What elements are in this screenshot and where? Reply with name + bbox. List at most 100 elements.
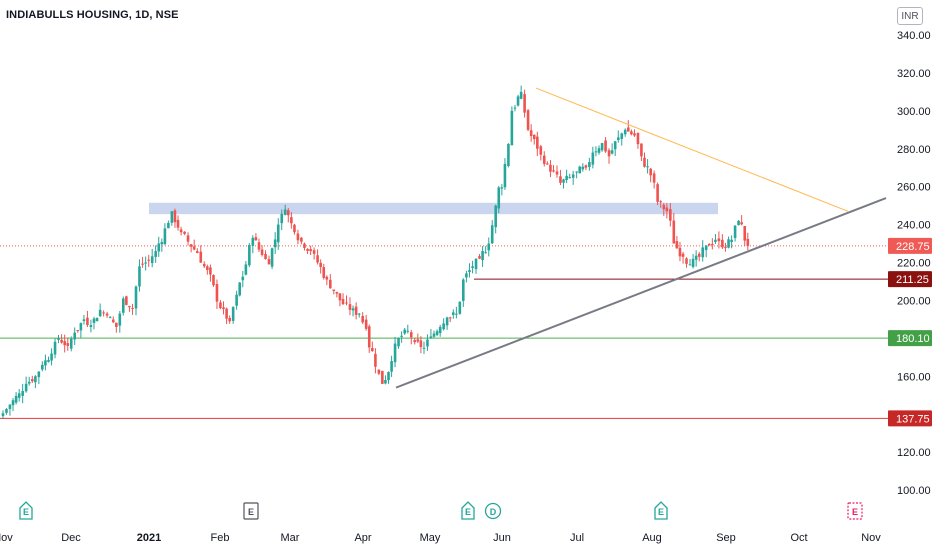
candle-body <box>510 110 514 146</box>
candle-body <box>646 166 649 168</box>
candle-body <box>273 239 277 248</box>
candle-body <box>711 243 714 245</box>
x-tick-label: Dec <box>61 532 81 544</box>
candle-body <box>141 263 144 265</box>
candle-body <box>432 333 436 337</box>
candle-body <box>669 209 672 221</box>
candle-body <box>565 175 568 180</box>
x-tick-label: Nov <box>861 532 881 544</box>
candle-body <box>329 279 332 289</box>
candle-body <box>403 329 407 334</box>
candle-body <box>435 331 439 335</box>
earnings-icon <box>654 501 668 520</box>
price-axis[interactable]: 100.00120.00140.00160.00180.00200.00220.… <box>897 30 931 497</box>
candle-body <box>519 91 523 99</box>
candle-body <box>539 146 543 155</box>
candle-body <box>591 152 595 165</box>
candle-body <box>730 239 733 243</box>
candle-body <box>536 136 539 149</box>
candle-body <box>66 343 70 346</box>
candle-body <box>86 317 89 326</box>
candle-body <box>312 250 316 254</box>
candle-body <box>746 238 750 246</box>
candle-body <box>377 369 381 374</box>
candle-body <box>438 326 442 334</box>
candle-body <box>1 413 5 417</box>
currency-button[interactable]: INR <box>897 7 923 25</box>
candle-body <box>37 371 41 378</box>
candle-body <box>497 187 501 209</box>
event-marker-e: E <box>461 501 475 520</box>
candle-body <box>374 353 377 367</box>
candle-body <box>105 313 109 316</box>
candle-body <box>95 317 99 322</box>
candle-body <box>455 313 458 315</box>
candle-body <box>276 224 280 243</box>
candle-body <box>633 133 636 136</box>
candle-body <box>584 165 588 168</box>
candle-body <box>186 235 190 242</box>
y-tick-label: 340.00 <box>897 30 931 42</box>
candle-body <box>183 231 186 234</box>
candle-body <box>138 266 141 287</box>
candle-body <box>640 143 643 157</box>
zone-rect <box>149 202 718 215</box>
candle-body <box>150 256 154 264</box>
candle-body <box>701 247 705 258</box>
x-tick-label: Jul <box>570 532 584 544</box>
candle-body <box>588 162 591 168</box>
candle-body <box>89 325 93 328</box>
candle-body <box>121 298 125 313</box>
candle-body <box>559 176 562 183</box>
candle-body <box>108 317 112 319</box>
candle-body <box>348 304 352 310</box>
candle-body <box>24 383 28 392</box>
candle-body <box>228 318 231 322</box>
candle-body <box>578 166 582 174</box>
candle-body <box>620 133 624 139</box>
candle-body <box>290 217 293 224</box>
candle-body <box>267 259 271 265</box>
candle-body <box>740 222 743 225</box>
candle-body <box>14 395 18 403</box>
candle-body <box>724 246 727 248</box>
candle-body <box>426 339 429 347</box>
candle-body <box>371 347 374 352</box>
candle-body <box>170 211 174 223</box>
candle-body <box>219 302 222 308</box>
candle-body <box>552 170 555 172</box>
y-tick-label: 280.00 <box>897 144 931 156</box>
candle-body <box>400 335 403 337</box>
x-tick-label: May <box>420 532 441 544</box>
candle-body <box>717 238 721 242</box>
candle-body <box>490 225 494 244</box>
candle-body <box>627 127 630 132</box>
event-marker-label: E <box>248 507 254 517</box>
x-tick-label: Oct <box>790 532 807 544</box>
candle-body <box>154 251 157 257</box>
price-badge-label: 228.75 <box>896 241 930 253</box>
candle-body <box>257 242 261 250</box>
candle-body <box>688 264 692 266</box>
candle-body <box>409 332 413 338</box>
candle-body <box>697 253 701 257</box>
event-marker-e: E <box>19 501 33 520</box>
x-tick-label: Aug <box>642 532 662 544</box>
y-tick-label: 260.00 <box>897 182 931 194</box>
candle-body <box>442 323 445 330</box>
candle-body <box>79 323 83 331</box>
candle-body <box>721 239 724 248</box>
candle-body <box>743 226 747 241</box>
y-tick-label: 300.00 <box>897 106 931 118</box>
candle-body <box>57 338 60 340</box>
candle-body <box>60 339 63 343</box>
candle-body <box>484 252 487 254</box>
candle-body <box>270 248 274 267</box>
time-axis[interactable]: Nov Dec 2021 Feb Mar Apr May Jun Jul Aug Sep Oct Nov <box>0 532 881 544</box>
candle-body <box>659 201 662 203</box>
candle-body <box>675 241 679 249</box>
y-tick-label: 320.00 <box>897 68 931 80</box>
candle-body <box>206 266 209 270</box>
